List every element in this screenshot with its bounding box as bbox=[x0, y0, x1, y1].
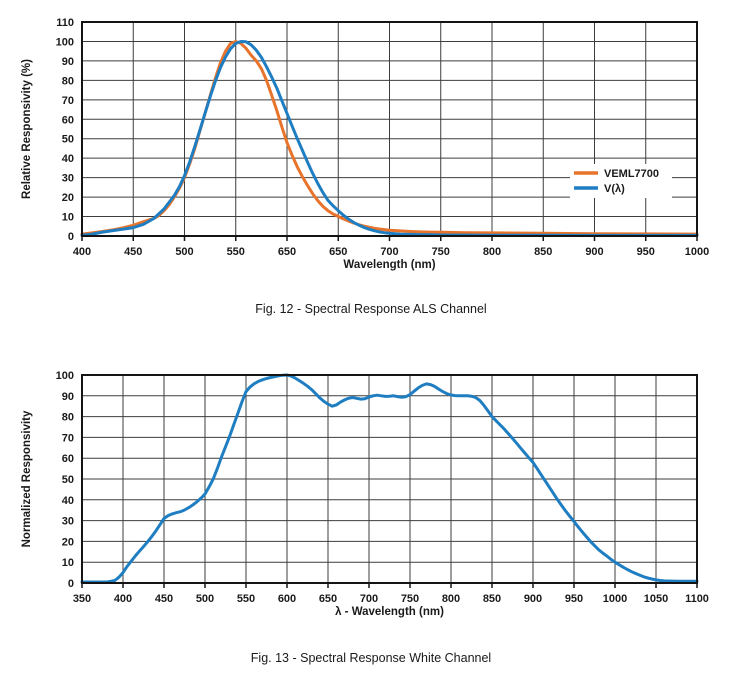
y-tick-label: 20 bbox=[62, 192, 74, 204]
x-tick-label: 550 bbox=[237, 593, 255, 605]
y-tick-label: 110 bbox=[56, 17, 74, 29]
series-curve-1 bbox=[80, 40, 699, 237]
y-tick-label: 0 bbox=[68, 578, 74, 590]
x-tick-label: 400 bbox=[114, 593, 132, 605]
x-tick-label: 850 bbox=[483, 593, 501, 605]
x-tick-label: 650 bbox=[319, 593, 337, 605]
y-tick-label: 60 bbox=[62, 114, 74, 126]
x-tick-label: 900 bbox=[585, 246, 603, 258]
legend-label: V(λ) bbox=[604, 183, 625, 195]
y-tick-label: 40 bbox=[62, 495, 74, 507]
plot-border bbox=[81, 21, 698, 237]
x-tick-label: 950 bbox=[637, 246, 655, 258]
y-tick-label: 40 bbox=[62, 153, 74, 165]
y-tick-label: 50 bbox=[62, 134, 74, 146]
y-tick-label: 80 bbox=[62, 412, 74, 424]
y-tick-label: 20 bbox=[62, 536, 74, 548]
x-tick-label: 450 bbox=[124, 246, 142, 258]
y-axis-title: Normalized Responsivity bbox=[21, 410, 33, 547]
x-tick-label: 1100 bbox=[685, 593, 709, 605]
fig13-white-chart: 350 400 450 500 550 600 650 700 750 800 850 900 950 1… bbox=[21, 370, 709, 618]
y-tick-label: 70 bbox=[62, 95, 74, 107]
x-tick-label: 1000 bbox=[603, 593, 627, 605]
y-tick-label: 30 bbox=[62, 173, 74, 185]
y-tick-label: 30 bbox=[62, 516, 74, 528]
x-tick-label: 700 bbox=[380, 246, 398, 258]
x-tick-label: 500 bbox=[196, 593, 214, 605]
x-tick-label: 650 bbox=[329, 246, 347, 258]
y-tick-label: 100 bbox=[56, 370, 74, 382]
fig12-caption: Fig. 12 - Spectral Response ALS Channel bbox=[255, 302, 487, 316]
x-axis-title: λ - Wavelength (nm) bbox=[335, 606, 444, 618]
y-tick-label: 50 bbox=[62, 474, 74, 486]
y-tick-label: 100 bbox=[56, 36, 74, 48]
x-tick-label: 750 bbox=[401, 593, 419, 605]
x-tick-label: 450 bbox=[155, 593, 173, 605]
x-tick-label: 1000 bbox=[685, 246, 709, 258]
x-tick-label: 650 bbox=[278, 246, 296, 258]
y-tick-label: 90 bbox=[62, 56, 74, 68]
legend: VEML7700 V(λ) bbox=[570, 164, 672, 198]
fig13-caption: Fig. 13 - Spectral Response White Channe… bbox=[250, 651, 492, 665]
x-tick-label: 700 bbox=[360, 593, 378, 605]
y-tick-label: 10 bbox=[62, 557, 74, 569]
legend-label: VEML7700 bbox=[604, 168, 659, 180]
y-axis-title: Relative Responsivity (%) bbox=[21, 59, 33, 199]
x-tick-label: 500 bbox=[175, 246, 193, 258]
x-tick-label: 550 bbox=[227, 246, 245, 258]
plot-border bbox=[81, 374, 698, 584]
x-tick-label: 900 bbox=[524, 593, 542, 605]
y-tick-label: 0 bbox=[68, 231, 74, 243]
x-tick-label: 350 bbox=[73, 593, 91, 605]
x-tick-label: 1050 bbox=[644, 593, 668, 605]
series-curve-0 bbox=[80, 373, 699, 584]
y-tick-label: 80 bbox=[62, 75, 74, 87]
y-tick-label: 10 bbox=[62, 212, 74, 224]
x-tick-label: 800 bbox=[483, 246, 501, 258]
y-tick-label: 60 bbox=[62, 453, 74, 465]
legend-background bbox=[570, 164, 672, 198]
fig12-als-chart: 400 450 500 550 650 650 700 750 800 850 900 950 1000… bbox=[21, 17, 709, 271]
x-tick-label: 950 bbox=[565, 593, 583, 605]
x-axis-title: Wavelength (nm) bbox=[343, 259, 435, 271]
y-tick-label: 90 bbox=[62, 391, 74, 403]
x-tick-label: 850 bbox=[534, 246, 552, 258]
x-tick-label: 400 bbox=[73, 246, 91, 258]
x-tick-label: 800 bbox=[442, 593, 460, 605]
x-tick-label: 750 bbox=[432, 246, 450, 258]
y-tick-label: 70 bbox=[62, 432, 74, 444]
x-tick-label: 600 bbox=[278, 593, 296, 605]
